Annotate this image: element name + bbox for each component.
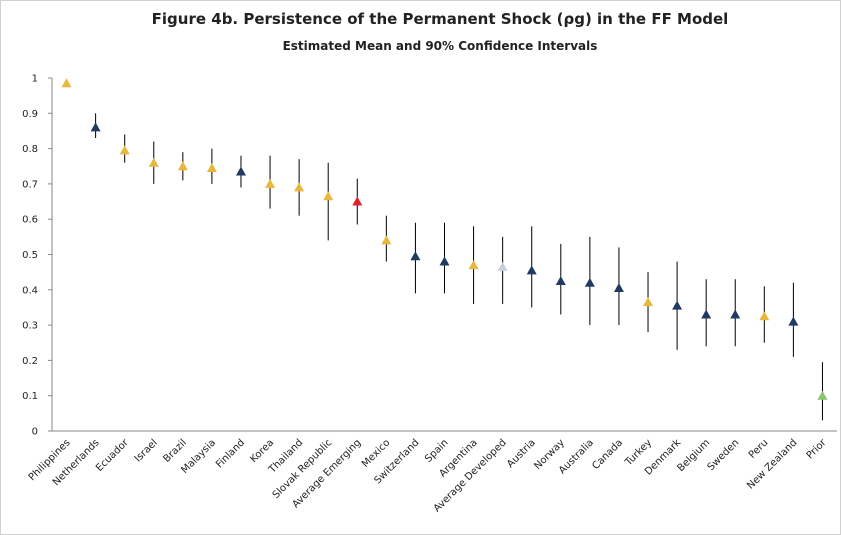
- mean-marker: [788, 316, 799, 326]
- y-tick-label: 0.6: [22, 215, 38, 226]
- mean-marker: [643, 297, 654, 307]
- y-tick-label: 0.7: [22, 179, 38, 190]
- mean-marker: [381, 235, 392, 245]
- mean-marker: [613, 283, 624, 293]
- y-tick-label: 0.3: [22, 321, 38, 332]
- mean-marker: [119, 145, 130, 155]
- mean-marker: [817, 390, 828, 400]
- mean-marker: [177, 161, 188, 171]
- mean-marker: [526, 265, 537, 275]
- mean-marker: [352, 196, 363, 206]
- mean-marker: [439, 256, 450, 266]
- mean-marker: [294, 182, 305, 192]
- mean-marker: [61, 78, 72, 88]
- mean-marker: [206, 163, 217, 173]
- mean-marker: [323, 191, 334, 201]
- mean-marker: [468, 260, 479, 270]
- mean-marker: [759, 311, 770, 321]
- y-tick-label: 0.4: [22, 285, 38, 296]
- y-tick-label: 0: [32, 427, 38, 438]
- mean-marker: [584, 277, 595, 287]
- y-tick-label: 1: [32, 74, 38, 85]
- chart-title: Figure 4b. Persistence of the Permanent …: [152, 10, 729, 28]
- y-tick-label: 0.9: [22, 109, 38, 120]
- mean-marker: [701, 309, 712, 319]
- mean-marker: [90, 122, 101, 132]
- mean-marker: [555, 275, 566, 285]
- y-tick-label: 0.2: [22, 356, 38, 367]
- mean-marker: [730, 309, 741, 319]
- mean-marker: [497, 261, 508, 271]
- y-tick-label: 0.5: [22, 250, 38, 261]
- y-tick-label: 0.8: [22, 144, 38, 155]
- y-tick-label: 0.1: [22, 391, 38, 402]
- chart-subtitle: Estimated Mean and 90% Confidence Interv…: [283, 39, 598, 53]
- mean-marker: [672, 300, 683, 310]
- mean-marker: [235, 166, 246, 176]
- mean-marker: [148, 157, 159, 167]
- mean-marker: [410, 251, 421, 261]
- mean-marker: [265, 178, 276, 188]
